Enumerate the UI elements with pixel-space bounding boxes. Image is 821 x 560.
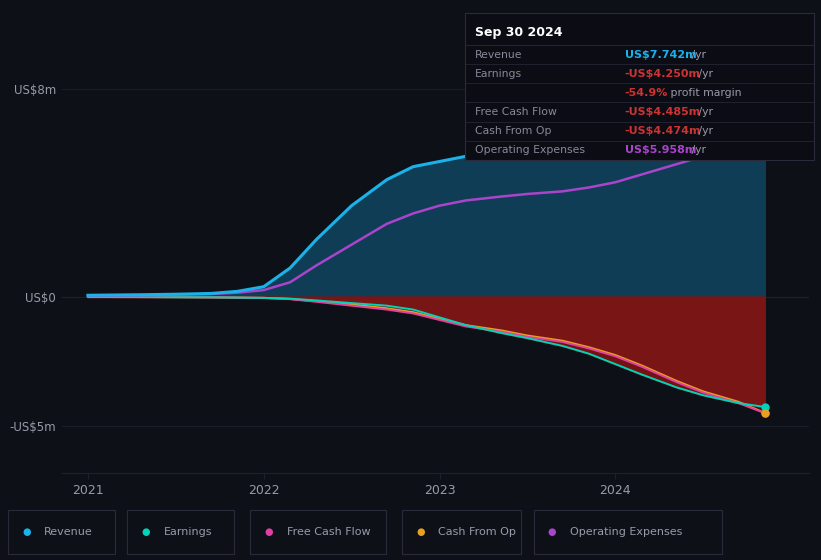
Text: ●: ● xyxy=(548,527,556,537)
Text: Free Cash Flow: Free Cash Flow xyxy=(287,527,370,537)
Text: /yr: /yr xyxy=(695,126,713,136)
Text: Earnings: Earnings xyxy=(163,527,212,537)
Text: Cash From Op: Cash From Op xyxy=(475,126,551,136)
Text: Sep 30 2024: Sep 30 2024 xyxy=(475,26,562,39)
Text: Operating Expenses: Operating Expenses xyxy=(570,527,682,537)
Text: Earnings: Earnings xyxy=(475,69,521,79)
Text: Revenue: Revenue xyxy=(475,50,522,60)
Text: profit margin: profit margin xyxy=(667,88,741,98)
Text: -US$4.250m: -US$4.250m xyxy=(625,69,701,79)
Text: US$7.742m: US$7.742m xyxy=(625,50,696,60)
Text: -US$4.474m: -US$4.474m xyxy=(625,126,701,136)
Text: -US$4.485m: -US$4.485m xyxy=(625,107,701,117)
Text: /yr: /yr xyxy=(695,69,713,79)
Text: Revenue: Revenue xyxy=(44,527,93,537)
Text: /yr: /yr xyxy=(687,50,705,60)
Text: ●: ● xyxy=(22,527,30,537)
Text: -54.9%: -54.9% xyxy=(625,88,668,98)
Text: ●: ● xyxy=(264,527,273,537)
Text: Cash From Op: Cash From Op xyxy=(438,527,516,537)
Text: Operating Expenses: Operating Expenses xyxy=(475,145,585,155)
Text: ●: ● xyxy=(416,527,424,537)
Text: US$5.958m: US$5.958m xyxy=(625,145,696,155)
Text: ●: ● xyxy=(141,527,149,537)
Text: /yr: /yr xyxy=(695,107,713,117)
Text: Free Cash Flow: Free Cash Flow xyxy=(475,107,557,117)
Text: /yr: /yr xyxy=(687,145,705,155)
